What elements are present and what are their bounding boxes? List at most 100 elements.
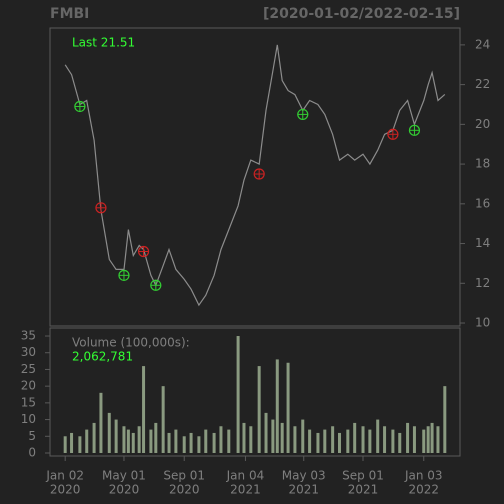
volume-bar xyxy=(264,412,268,453)
y-tick-label: 0 xyxy=(28,445,36,459)
volume-bar xyxy=(398,432,402,453)
y-tick-label: 20 xyxy=(21,379,36,393)
buy-signal xyxy=(408,124,421,136)
volume-bar xyxy=(286,362,290,453)
volume-bar xyxy=(142,366,146,453)
volume-bar xyxy=(257,366,261,453)
y-tick-label: 24 xyxy=(475,37,490,51)
volume-bar xyxy=(293,426,297,453)
sell-signal xyxy=(387,128,399,140)
volume-bar xyxy=(249,426,253,453)
buy-signal xyxy=(297,108,309,121)
volume-bar xyxy=(422,429,426,453)
y-tick-label: 14 xyxy=(475,236,490,250)
sell-signal xyxy=(253,168,265,180)
x-tick-label: Jan 04 xyxy=(226,469,265,483)
volume-bar xyxy=(436,426,440,453)
x-tick-label: 2022 xyxy=(408,483,439,497)
volume-bar xyxy=(280,422,284,453)
volume-bar xyxy=(107,412,111,453)
volume-bar xyxy=(78,436,82,453)
sell-signal xyxy=(137,245,150,258)
y-tick-label: 16 xyxy=(475,196,490,210)
x-tick-label: 2021 xyxy=(348,483,379,497)
volume-bar xyxy=(361,426,365,453)
volume-bar xyxy=(426,426,430,453)
volume-bar xyxy=(189,432,193,453)
x-tick-label: Jan 02 xyxy=(45,469,84,483)
volume-bar xyxy=(275,359,279,453)
volume-bar xyxy=(174,429,178,453)
x-tick-label: Sep 01 xyxy=(342,469,384,483)
volume-bar xyxy=(154,422,158,453)
y-tick-label: 30 xyxy=(21,345,36,359)
volume-bar xyxy=(131,432,135,453)
x-tick-label: 2021 xyxy=(230,483,261,497)
volume-bar xyxy=(331,426,335,453)
y-tick-label: 5 xyxy=(28,429,36,443)
y-tick-label: 12 xyxy=(475,276,490,290)
volume-bar xyxy=(376,419,380,453)
y-tick-label: 35 xyxy=(21,329,36,343)
volume-bar xyxy=(430,422,434,453)
volume-bar xyxy=(182,436,186,453)
volume-bar xyxy=(114,419,118,453)
volume-bar xyxy=(443,386,447,453)
volume-bar xyxy=(137,426,141,453)
volume-bar xyxy=(368,429,372,453)
volume-title: Volume (100,000s): xyxy=(72,336,190,350)
volume-bar xyxy=(92,422,96,453)
y-tick-label: 22 xyxy=(475,77,490,91)
volume-bar xyxy=(212,432,216,453)
sell-signal xyxy=(95,202,107,214)
volume-bar xyxy=(99,392,103,453)
x-tick-label: Sep 01 xyxy=(163,469,205,483)
volume-bar xyxy=(204,429,208,453)
volume-bar xyxy=(126,429,130,453)
x-tick-label: May 03 xyxy=(282,469,326,483)
y-tick-label: 10 xyxy=(475,316,490,330)
buy-signal xyxy=(150,279,162,291)
volume-bar xyxy=(197,436,201,453)
buy-signal xyxy=(118,269,130,281)
volume-last: 2,062,781 xyxy=(72,350,133,364)
y-tick-label: 25 xyxy=(21,362,36,376)
volume-bar xyxy=(353,422,357,453)
volume-bar xyxy=(323,429,327,453)
volume-bar xyxy=(167,432,171,453)
volume-bar xyxy=(70,432,74,453)
volume-bar xyxy=(85,429,89,453)
price-line xyxy=(64,44,446,307)
volume-bar xyxy=(149,429,153,453)
volume-bar xyxy=(301,419,305,453)
volume-bar xyxy=(337,432,341,453)
volume-bar xyxy=(271,419,275,453)
buy-signal xyxy=(74,100,86,113)
y-tick-label: 20 xyxy=(475,117,490,131)
volume-bar xyxy=(63,436,67,453)
volume-bar xyxy=(316,432,320,453)
volume-bar xyxy=(227,429,231,453)
volume-bar xyxy=(406,422,410,453)
volume-bar xyxy=(391,429,395,453)
volume-bar xyxy=(161,386,165,453)
volume-bar xyxy=(346,429,350,453)
volume-bar xyxy=(383,426,387,453)
last-label: Last 21.51 xyxy=(72,36,135,50)
y-tick-label: 15 xyxy=(21,395,36,409)
date-range: [2020-01-02/2022-02-15] xyxy=(263,6,460,22)
volume-panel xyxy=(49,327,461,457)
volume-bar xyxy=(219,426,223,453)
x-tick-label: 2021 xyxy=(288,483,319,497)
price-panel xyxy=(49,27,461,327)
volume-bar xyxy=(236,336,240,453)
volume-bar xyxy=(308,429,312,453)
y-tick-label: 10 xyxy=(21,412,36,426)
chart-title: FMBI xyxy=(50,6,89,22)
x-tick-label: May 01 xyxy=(102,469,146,483)
volume-bar xyxy=(412,426,416,453)
volume-bar xyxy=(122,426,126,453)
x-tick-label: 2020 xyxy=(50,483,81,497)
